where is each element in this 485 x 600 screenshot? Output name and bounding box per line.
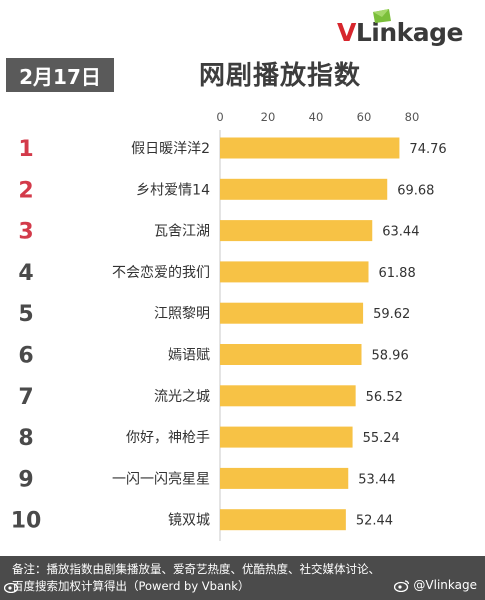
data-label: 69.68	[397, 183, 434, 198]
footer-note: 备注：播放指数由剧集播放量、爱奇艺热度、优酷热度、社交媒体讨论、 百度搜索加权计…	[0, 556, 485, 600]
rank-number: 5	[18, 302, 33, 327]
category-label: 嫣语赋	[168, 348, 210, 364]
category-label: 不会恋爱的我们	[112, 264, 210, 281]
data-label: 52.44	[356, 514, 393, 529]
bar	[220, 509, 346, 531]
rank-number: 6	[18, 344, 33, 369]
x-tick-label: 0	[216, 110, 223, 124]
category-label: 乡村爱情14	[136, 182, 210, 198]
bar	[220, 426, 353, 448]
bar	[220, 220, 373, 242]
bar	[220, 137, 400, 159]
data-label: 74.76	[409, 142, 446, 157]
x-tick-label: 40	[309, 110, 324, 124]
category-label: 镜双城	[168, 513, 210, 529]
bar	[220, 178, 388, 200]
category-label: 你好，神枪手	[126, 429, 210, 446]
bar	[220, 344, 362, 365]
rank-number: 9	[18, 467, 33, 492]
bar	[220, 261, 369, 283]
x-tick-label: 20	[261, 110, 276, 124]
rank-number: 8	[18, 426, 33, 451]
logo-text: VLinkage	[336, 17, 464, 47]
footer-line-1: 备注：播放指数由剧集播放量、爱奇艺热度、优酷热度、社交媒体讨论、	[12, 562, 380, 576]
rank-number: 1	[18, 137, 33, 162]
rank-number: 4	[18, 261, 33, 286]
category-label: 假日暖洋洋2	[131, 141, 210, 157]
weibo-icon	[4, 582, 19, 593]
category-label: 一闪一闪亮星星	[112, 470, 210, 487]
data-label: 56.52	[366, 390, 403, 405]
rank-number: 3	[18, 220, 33, 245]
weibo-icon	[394, 579, 410, 592]
bar-chart: 0 20 40 60 80 1 假日暖洋洋2 74.76 2 乡村爱情14 69.68 3 瓦舍江湖 6…	[11, 110, 447, 541]
chart-title: 网剧播放指数	[198, 61, 361, 91]
rank-number: 7	[18, 385, 33, 410]
watermark-text: @Vlinkage	[413, 578, 477, 592]
watermark: @Vlinkage	[394, 578, 477, 592]
x-tick-label: 80	[405, 110, 420, 124]
x-tick-label: 60	[357, 110, 372, 124]
bar	[220, 385, 356, 407]
data-label: 59.62	[373, 307, 410, 322]
date-badge: 2月17日	[6, 58, 114, 92]
footer-line-2: 百度搜索加权计算得出（Powerd by Vbank）	[12, 579, 250, 593]
bar	[220, 467, 349, 489]
category-label: 流光之城	[154, 389, 210, 405]
category-label: 瓦舍江湖	[154, 224, 210, 240]
data-label: 55.24	[363, 431, 400, 446]
vlinkage-logo: VLinkage	[336, 9, 464, 50]
data-label: 58.96	[372, 349, 409, 364]
category-label: 江照黎明	[154, 306, 210, 322]
data-label: 63.44	[382, 225, 419, 240]
rank-number: 10	[11, 509, 42, 534]
bar	[220, 302, 364, 324]
envelope-icon	[372, 9, 391, 23]
rank-number: 2	[18, 178, 33, 203]
chart-rows: 1 假日暖洋洋2 74.76 2 乡村爱情14 69.68 3 瓦舍江湖 63.44 4 不会恋爱的…	[11, 137, 447, 534]
data-label: 61.88	[379, 266, 416, 281]
data-label: 53.44	[358, 472, 395, 487]
